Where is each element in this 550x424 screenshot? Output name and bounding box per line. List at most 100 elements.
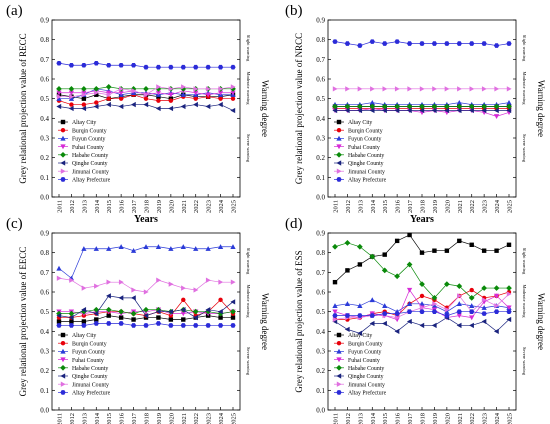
legend-label: Fuyun County [348,137,381,143]
data-point [369,99,375,105]
data-point [336,348,342,354]
data-point [218,315,223,320]
legend: Altay City Burqin County Fuyun County Fuhai… [58,119,111,184]
x-tick-label: 2012 [69,413,76,424]
data-point [493,107,499,114]
data-point [56,323,62,328]
data-point [181,297,186,303]
data-point [180,244,186,249]
y-tick-label: 0.1 [316,387,325,395]
data-point [168,64,174,70]
data-point [469,315,475,321]
x-tick-label: 2012 [345,413,352,424]
data-point [336,373,342,379]
data-point [382,320,387,327]
data-point [81,92,87,98]
legend-label: Jimunai County [348,169,385,175]
data-point [143,244,149,249]
warning-level-label: Moderate warning [522,284,527,318]
legend: Altay City Burqin County Fuyun County Fuhai… [58,332,111,397]
data-point [230,107,236,114]
y-tick-label: 0.9 [40,17,49,25]
data-point [419,293,425,299]
legend-label: Jimunai County [72,169,109,175]
legend-label: Habahe County [348,153,384,159]
data-point [68,62,75,68]
series-qinghe-county [56,293,236,321]
panel-label: (a) [6,3,23,19]
data-point [60,357,66,363]
data-point [193,246,199,251]
x-tick-label: 2025 [507,200,514,213]
data-point [357,262,363,267]
data-point [94,100,99,105]
data-point [130,310,137,317]
series-qinghe-county [332,107,512,114]
data-point [419,86,425,92]
x-tick-label: 2014 [370,199,377,213]
data-point [155,321,162,326]
data-point [193,101,198,108]
data-point [230,64,236,70]
data-point [506,305,512,311]
series-altay-city [332,232,512,285]
data-point [357,107,363,114]
data-point [94,283,99,289]
data-point [118,244,124,249]
legend-label: Qinghe County [348,161,384,167]
x-tick-label: 2024 [218,412,225,424]
data-point [106,96,111,101]
data-point [156,84,162,90]
data-point [168,317,174,322]
panel-label: (b) [285,3,303,19]
data-point [336,144,342,150]
data-point [180,323,186,328]
data-point [60,160,66,166]
data-point [468,295,475,301]
data-point [143,323,149,328]
data-point [180,92,186,97]
data-point [143,312,149,319]
data-point [94,92,99,97]
x-tick-label: 2017 [131,199,138,213]
x-tick-label: 2013 [81,200,88,213]
data-point [336,168,342,174]
data-point [68,323,75,328]
x-tick-label: 2024 [494,412,501,424]
data-point [230,308,236,315]
data-point [56,94,62,100]
x-tick-label: 2019 [156,200,163,213]
data-point [156,98,161,103]
data-point [394,314,400,321]
y-tick-label: 0.7 [316,269,325,277]
data-point [60,119,66,125]
y-tick-label: 0.7 [316,56,325,64]
data-point [168,86,174,92]
data-point [493,43,500,48]
data-point [419,305,425,311]
data-point [80,85,87,92]
data-point [481,285,488,291]
data-point [93,321,99,326]
legend-label: Qinghe County [348,374,384,380]
data-point [81,105,87,112]
data-point [443,103,450,110]
chart-panel-2: (b) 0.0 0.1 0.2 0.3 0.4 0.5 0.6 0.7 0.8 0.9 2011 201… [285,3,546,225]
data-point [156,277,162,283]
data-point [69,102,74,107]
y-tick-label: 0.6 [316,76,325,84]
data-point [106,101,111,108]
data-point [469,107,474,114]
data-point [481,297,487,303]
data-point [336,151,342,158]
data-point [443,281,450,287]
data-point [506,291,512,297]
y-tick-label: 0.4 [40,328,49,336]
data-point [105,84,112,90]
data-point [356,103,363,110]
x-tick-label: 2018 [144,413,151,424]
data-point [106,321,112,326]
data-point [205,64,211,70]
data-point [81,96,87,101]
legend-label: Fuyun County [72,137,105,143]
